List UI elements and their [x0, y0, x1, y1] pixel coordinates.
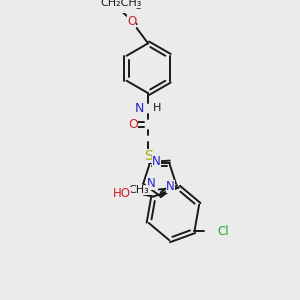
Text: CH₃: CH₃ — [128, 185, 149, 195]
Text: 2: 2 — [136, 2, 141, 11]
Text: O: O — [127, 15, 136, 28]
Text: CH: CH — [120, 0, 136, 9]
Text: HO: HO — [113, 187, 131, 200]
Text: N: N — [152, 155, 161, 168]
Text: N: N — [146, 177, 155, 190]
Text: Cl: Cl — [218, 224, 229, 238]
Text: S: S — [144, 149, 152, 163]
Text: N: N — [135, 102, 144, 115]
Text: H: H — [153, 103, 161, 113]
Text: N: N — [166, 180, 175, 193]
Text: CH₂CH₃: CH₂CH₃ — [100, 0, 142, 8]
Text: O: O — [128, 118, 138, 131]
